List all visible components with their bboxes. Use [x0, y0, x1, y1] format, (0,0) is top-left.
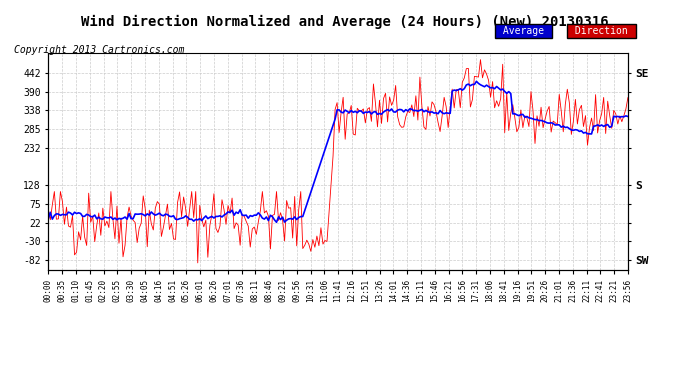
Text: Average: Average	[497, 26, 550, 36]
Text: Copyright 2013 Cartronics.com: Copyright 2013 Cartronics.com	[14, 45, 184, 55]
Text: Wind Direction Normalized and Average (24 Hours) (New) 20130316: Wind Direction Normalized and Average (2…	[81, 15, 609, 29]
Text: Direction: Direction	[569, 26, 634, 36]
